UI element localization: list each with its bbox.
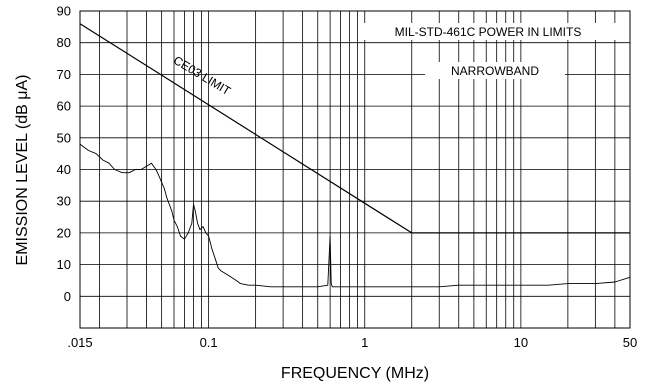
x-tick-label: 50	[623, 335, 637, 350]
y-tick-label: 90	[57, 4, 71, 19]
box-line2-bg	[425, 62, 565, 79]
y-tick-label: 50	[57, 130, 71, 145]
box-line1-bg	[358, 23, 618, 40]
series-line-emission	[79, 143, 631, 288]
y-tick-labels: 0 10 20 30 40 50 60 70 80 90	[57, 4, 71, 304]
x-tick-label: .015	[67, 335, 92, 350]
x-tick-labels: .015 0.1 1 10 50	[67, 335, 637, 350]
y-tick-label: 70	[57, 67, 71, 82]
y-tick-label: 40	[57, 162, 71, 177]
y-axis-title: EMISSION LEVEL (dB μA)	[14, 75, 31, 266]
x-tick-label: 0.1	[200, 335, 218, 350]
x-tick-label: 1	[361, 335, 368, 350]
y-tick-label: 10	[57, 257, 71, 272]
series-group	[79, 23, 631, 288]
plot-frame	[79, 10, 631, 329]
y-tick-label: 20	[57, 225, 71, 240]
y-tick-label: 80	[57, 35, 71, 50]
grid	[80, 10, 631, 329]
y-tick-label: 60	[57, 99, 71, 114]
x-tick-label: 10	[514, 335, 528, 350]
series-line-limit	[79, 23, 630, 234]
x-axis-title: FREQUENCY (MHz)	[281, 365, 429, 382]
box-line1-text: MIL-STD-461C POWER IN LIMITS	[395, 25, 582, 39]
limit-label: CE03 LIMIT	[171, 53, 234, 98]
y-tick-label: 30	[57, 194, 71, 209]
box-line2-text: NARROWBAND	[451, 64, 539, 78]
y-tick-label: 0	[64, 289, 71, 304]
